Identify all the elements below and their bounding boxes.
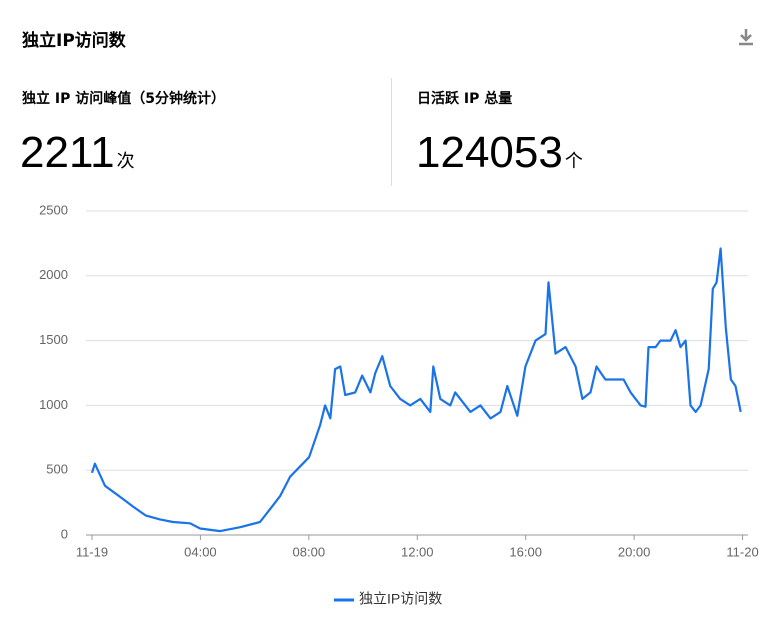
card-title: 独立IP访问数 [22, 31, 126, 51]
x-tick-label: 04:00 [184, 544, 217, 559]
stat-label: 日活跃 IP 总量 [417, 91, 513, 107]
stat-unit: 次 [116, 151, 135, 172]
y-tick-label: 1500 [39, 332, 68, 347]
stat-value: 2211 [20, 128, 115, 177]
stat-value: 124053 [416, 128, 563, 177]
y-tick-label: 1000 [39, 397, 68, 412]
x-tick-label: 20:00 [618, 544, 651, 559]
stat-unit: 个 [564, 151, 583, 172]
legend-label: 独立IP访问数 [359, 591, 442, 607]
x-tick-label: 08:00 [293, 544, 326, 559]
y-tick-label: 0 [61, 526, 68, 541]
line [90, 247, 742, 533]
x-tick-label: 11-19 [76, 544, 108, 559]
stat: 2211 次 [20, 128, 135, 178]
divider [391, 78, 392, 186]
y-tick-label: 500 [46, 462, 68, 477]
x-tick-label: 11-20 [726, 544, 758, 559]
y-tick-label: 2000 [39, 267, 68, 282]
x-tick-label: 16:00 [509, 544, 542, 559]
y-tick-label: 2500 [39, 202, 68, 217]
stat: 124053 个 [416, 128, 583, 178]
download-icon[interactable] [738, 28, 754, 46]
x-tick-label: 12:00 [401, 544, 434, 559]
stat-label: 独立 IP 访问峰值（5分钟统计） [22, 91, 225, 107]
